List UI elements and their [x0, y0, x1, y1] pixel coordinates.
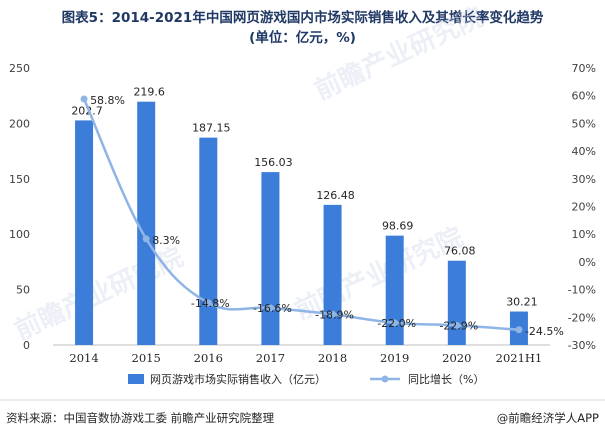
bar-value-label: 156.03 [254, 156, 293, 169]
line-point [266, 304, 274, 312]
line-series [80, 95, 523, 334]
x-tick-label: 2021H1 [496, 351, 543, 365]
line-point [80, 95, 88, 103]
line-value-label: -22.0% [377, 317, 416, 330]
y-right-tick-label: 20% [572, 201, 596, 214]
line-data-labels: 58.8% 8.3% -14.8% -16.6% -18.9% -22.0% -22.9% -… [90, 94, 564, 338]
y-right-tick-label: 70% [572, 62, 596, 75]
watermark-text-2: 前瞻产业研究院 [10, 241, 188, 346]
y-right-tick-label: -20% [568, 311, 596, 324]
y-right-tick-label: -10% [568, 284, 596, 297]
bar [261, 172, 280, 345]
bar-value-label: 76.08 [444, 245, 476, 258]
y-right-tick-label: 10% [572, 228, 596, 241]
y-left-tick-label: 200 [9, 117, 30, 130]
y-axis-right: -30% -20% -10% 0% 10% 20% 30% 40% 50% 60% 70% [568, 62, 596, 352]
line-value-label: 8.3% [152, 234, 180, 247]
source-text: 资料来源：中国音数协游戏工委 前瞻产业研究院整理 [6, 411, 275, 425]
bar-value-label: 202.7 [71, 104, 103, 117]
x-tick-label: 2014 [69, 351, 98, 365]
bar-value-label: 98.69 [382, 220, 414, 233]
bar-value-label: 126.48 [316, 189, 355, 202]
line-point [391, 319, 399, 327]
y-left-tick-label: 0 [23, 339, 30, 352]
y-axis-left: 0 50 100 150 200 250 [9, 62, 30, 352]
y-right-tick-label: 40% [572, 145, 596, 158]
y-left-tick-label: 250 [9, 62, 30, 75]
x-axis: 2014 2015 2016 2017 2018 2019 2020 2021H1 [69, 351, 542, 365]
y-right-tick-label: -30% [568, 339, 596, 352]
legend-bar-swatch [128, 374, 144, 384]
line-point [515, 326, 523, 334]
legend-line-marker [381, 375, 389, 383]
line-value-label: -22.9% [439, 319, 478, 332]
legend-bar-label: 网页游戏市场实际销售收入（亿元） [150, 372, 326, 386]
bar [447, 260, 466, 345]
line-value-label: -24.5% [525, 325, 564, 338]
bar-value-label: 219.6 [133, 86, 165, 99]
legend: 网页游戏市场实际销售收入（亿元） 同比增长（%） [128, 372, 484, 386]
x-tick-label: 2016 [194, 351, 223, 365]
y-right-tick-label: 60% [572, 90, 596, 103]
legend-line-label: 同比增长（%） [408, 372, 484, 386]
bar [75, 120, 94, 345]
line-value-label: -18.9% [315, 308, 354, 321]
y-right-tick-label: 50% [572, 117, 596, 130]
line-value-label: 58.8% [90, 94, 125, 107]
y-right-tick-label: 30% [572, 173, 596, 186]
y-left-tick-label: 100 [9, 228, 30, 241]
x-tick-label: 2020 [442, 351, 471, 365]
bar [385, 235, 404, 345]
bar [323, 204, 342, 345]
x-tick-label: 2017 [256, 351, 285, 365]
bar [137, 101, 156, 345]
chart-title: 图表5：2014-2021年中国网页游戏国内市场实际销售收入及其增长率变化趋势 [62, 9, 544, 26]
bar-value-label: 30.21 [506, 296, 538, 309]
x-tick-label: 2015 [132, 351, 161, 365]
line-point [142, 235, 150, 243]
bar-value-label: 187.15 [192, 122, 231, 135]
x-tick-label: 2018 [318, 351, 347, 365]
bar [199, 137, 218, 345]
line-value-label: -16.6% [253, 302, 292, 315]
x-tick-label: 2019 [380, 351, 409, 365]
brand-text: @前瞻经济学人APP [497, 411, 599, 425]
bar-data-labels: 202.7 219.6 187.15 156.03 126.48 98.69 76.08 30… [71, 86, 537, 309]
line-point [204, 299, 212, 307]
y-left-tick-label: 50 [16, 284, 30, 297]
line-point [329, 310, 337, 318]
y-left-tick-label: 150 [9, 173, 30, 186]
y-right-tick-label: 0% [579, 256, 596, 269]
chart-subtitle-unit: (单位：亿元，%) [249, 29, 356, 46]
line-point [453, 321, 461, 329]
line-value-label: -14.8% [191, 297, 230, 310]
